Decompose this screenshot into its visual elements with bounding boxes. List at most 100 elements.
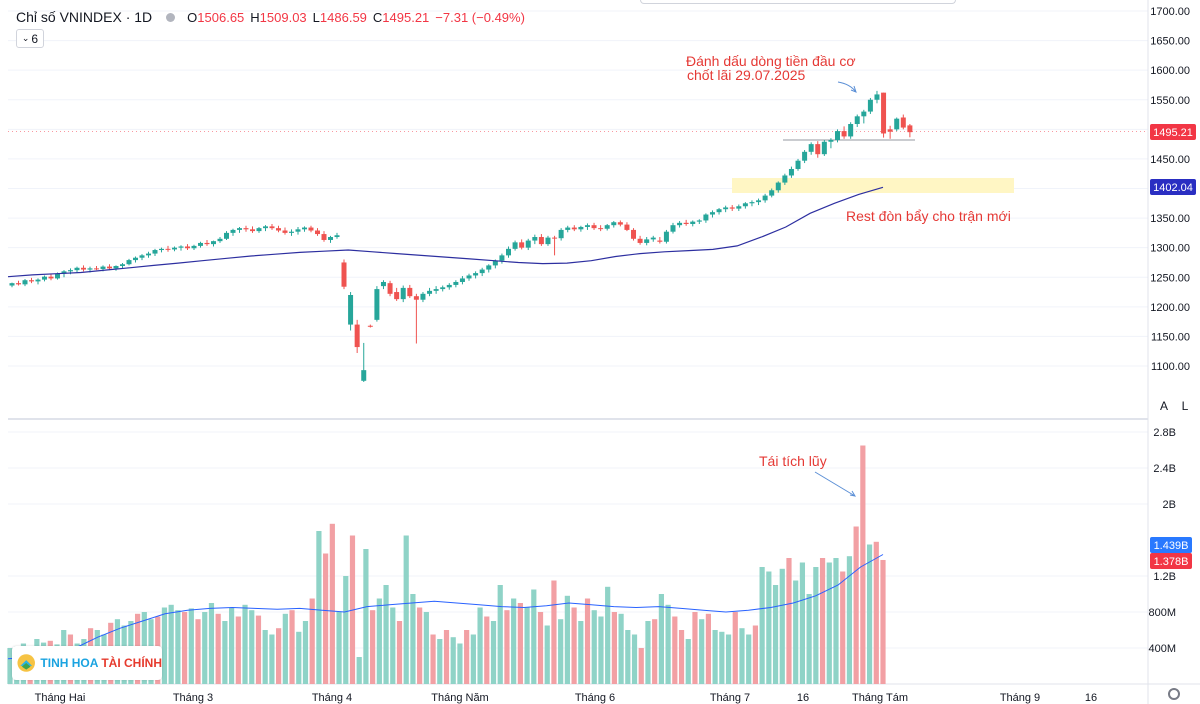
volume-tick-label: 2.4B [1153, 463, 1176, 475]
candle-body [133, 257, 138, 261]
candle-body [120, 264, 125, 267]
price-tick-label: 1650.00 [1150, 36, 1190, 48]
low-value: 1486.59 [319, 9, 367, 25]
volume-bar [282, 613, 288, 684]
candle-body [16, 283, 21, 285]
time-tick-label: Tháng 9 [1000, 692, 1040, 704]
volume-axis[interactable]: 400M 800M 1.2B 2B 2.4B 2.8B [1148, 427, 1176, 655]
candle-body [217, 238, 223, 242]
candle-body [894, 118, 900, 130]
volume-bar [799, 562, 806, 684]
change-value: −7.31 (−0.49%) [435, 9, 525, 25]
time-axis[interactable]: Tháng Hai Tháng 3 Tháng 4 Tháng Năm Tháng 6 T… [35, 692, 1098, 704]
volume-bar [786, 558, 792, 684]
volume-bar [417, 607, 423, 684]
last-price-label: 1495.21 [1150, 124, 1196, 140]
candle-body [394, 292, 400, 300]
volume-bar [685, 639, 691, 684]
volume-bar [188, 608, 194, 684]
volume-bar [853, 526, 859, 684]
candle-body [900, 117, 906, 128]
symbol-title[interactable]: Chỉ số VNINDEX · 1D [16, 9, 153, 25]
candle-body [841, 131, 847, 137]
volume-bar [598, 616, 604, 684]
candle-body [657, 240, 663, 242]
candle-body [380, 281, 386, 287]
candle-body [709, 212, 715, 215]
auto-scale-button[interactable]: A [1159, 399, 1168, 413]
price-tick-label: 1550.00 [1150, 95, 1190, 107]
volume-bar [524, 607, 530, 684]
candle-body [874, 94, 880, 100]
volume-bar [537, 612, 544, 684]
candle-body [341, 262, 347, 287]
candle-body [459, 278, 465, 282]
candle-body [835, 131, 840, 140]
candle-body [35, 279, 41, 282]
volume-bar [235, 616, 241, 684]
volume-bar [678, 630, 685, 684]
candle-body [400, 287, 406, 300]
indicator-toggle[interactable]: ⌄ 6 [16, 29, 44, 48]
support-zone-highlight [732, 178, 1014, 193]
candle-body [68, 270, 73, 272]
candle-body [828, 139, 834, 142]
log-scale-button[interactable]: L [1181, 399, 1189, 413]
volume-ma-text: 1.439B [1154, 540, 1189, 552]
volume-bar [739, 628, 745, 684]
candle-body [571, 227, 577, 230]
volume-bar [443, 630, 450, 684]
volume-bar [363, 549, 369, 684]
gear-icon[interactable] [1168, 688, 1180, 700]
volume-bar [457, 643, 463, 684]
candle-body [427, 290, 433, 294]
candle-body [243, 228, 249, 230]
price-tick-label: 1350.00 [1150, 213, 1190, 225]
volume-bar [175, 610, 181, 684]
volume-bar [558, 619, 564, 684]
candle-body [617, 222, 623, 225]
candle-body [354, 324, 360, 348]
volume-bar [477, 607, 483, 684]
candle-body [433, 289, 439, 291]
volume-bar [343, 576, 349, 684]
volume-bar [564, 595, 570, 684]
candle-body [315, 230, 320, 235]
volume-bar [423, 612, 429, 684]
candle-body [224, 232, 229, 239]
candle-body [172, 247, 177, 250]
price-tick-label: 1700.00 [1150, 6, 1190, 18]
volume-bar [504, 610, 510, 684]
grid-lines [8, 10, 1148, 649]
candle-body [578, 226, 584, 230]
candle-body [624, 224, 630, 230]
candle-body [48, 276, 54, 279]
candle-body [716, 209, 722, 213]
volume-bar [846, 556, 853, 684]
candle-body [407, 287, 413, 297]
market-status-icon[interactable] [166, 12, 176, 22]
candle-body [867, 99, 873, 112]
candle-body [367, 325, 373, 327]
time-tick-label: 16 [797, 692, 809, 704]
candle-body [703, 214, 709, 221]
chevron-down-icon: ⌄ [21, 33, 30, 43]
candle-body [146, 253, 151, 256]
candle-body [861, 111, 867, 117]
candle-body [486, 265, 492, 270]
candle-body [538, 237, 544, 245]
toolbar-tab[interactable] [640, 0, 956, 4]
volume-bar [464, 630, 470, 684]
volume-bar [195, 619, 201, 684]
candle-body [191, 245, 197, 249]
candle-body [663, 231, 669, 242]
annotation-rest-leverage: Rest đòn bẩy cho trận mới [846, 208, 1011, 224]
candle-body [42, 276, 47, 280]
candle-body [22, 280, 28, 285]
volume-bar [276, 628, 282, 684]
volume-bar [470, 634, 476, 684]
volume-bar [578, 621, 584, 684]
candle-body [289, 231, 294, 233]
candle-body [769, 190, 775, 196]
